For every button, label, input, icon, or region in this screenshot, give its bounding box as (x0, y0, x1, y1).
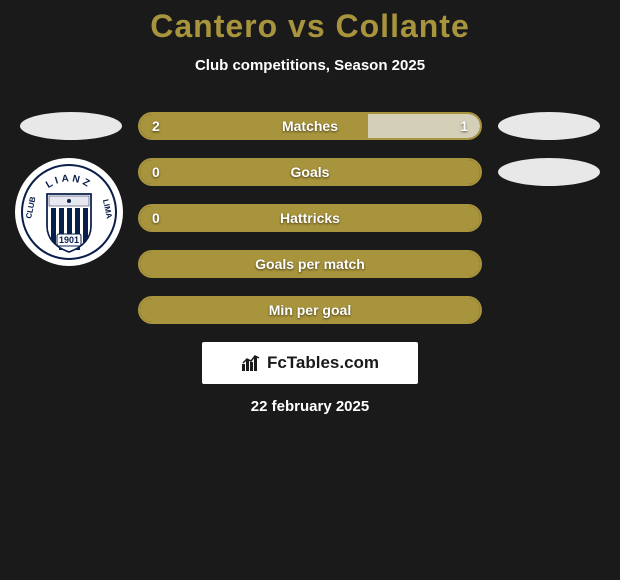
page-title: Cantero vs Collante (0, 8, 620, 45)
stat-bar: 0 Hattricks (138, 204, 482, 232)
stat-value-left: 0 (152, 164, 160, 180)
stat-row: Min per goal (0, 296, 620, 324)
right-player-badge (498, 296, 600, 324)
svg-text:1901: 1901 (59, 235, 79, 245)
footer-date: 22 february 2025 (0, 398, 620, 415)
subtitle: Club competitions, Season 2025 (0, 57, 620, 74)
right-player-badge (498, 112, 600, 140)
stat-label: Goals per match (255, 256, 365, 272)
stat-bar: Goals per match (138, 250, 482, 278)
stat-bar: 0 Goals (138, 158, 482, 186)
vs-text: vs (288, 8, 326, 44)
stat-label: Min per goal (269, 302, 351, 318)
comparison-card: Cantero vs Collante Club competitions, S… (0, 0, 620, 415)
bars-icon (241, 354, 263, 372)
stat-label: Goals (291, 164, 330, 180)
stat-bar: 2 1 Matches (138, 112, 482, 140)
left-player-badge (20, 112, 122, 140)
footer-logo[interactable]: FcTables.com (202, 342, 418, 384)
stat-row: 2 1 Matches (0, 112, 620, 140)
right-player-badge (498, 204, 600, 232)
stat-label: Hattricks (280, 210, 340, 226)
player2-name: Collante (336, 8, 470, 44)
right-player-badge (498, 158, 600, 186)
player1-name: Cantero (150, 8, 278, 44)
stat-value-left: 2 (152, 118, 160, 134)
stat-rows: 2 1 Matches 0 Goals 0 Hattricks Goals per match… (0, 112, 620, 324)
stat-label: Matches (282, 118, 338, 134)
shield-icon: LIANZ CLUB LIMA 1901 (21, 164, 117, 260)
left-player-badge (20, 296, 122, 324)
stat-value-left: 0 (152, 210, 160, 226)
club-badge: LIANZ CLUB LIMA 1901 (15, 158, 123, 266)
stat-value-right: 1 (460, 118, 468, 134)
footer-logo-text: FcTables.com (267, 353, 379, 373)
stat-bar: Min per goal (138, 296, 482, 324)
right-player-badge (498, 250, 600, 278)
